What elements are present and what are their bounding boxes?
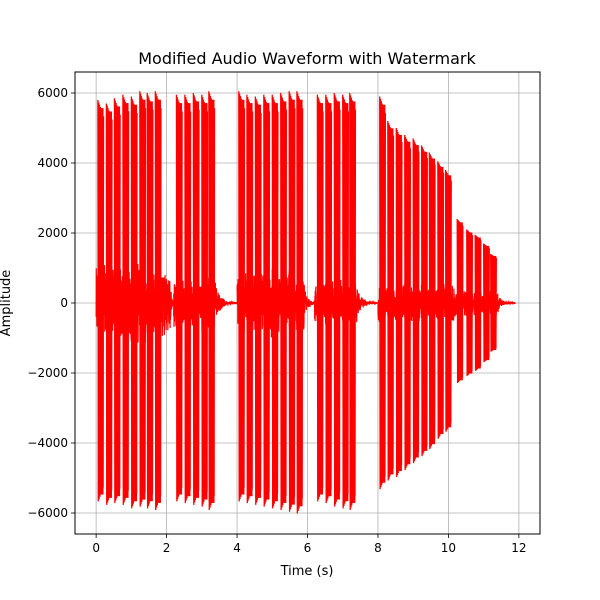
waveform-pulse-body (131, 104, 137, 502)
x-tick-label: 2 (163, 541, 171, 555)
waveform-pulse-body (379, 104, 386, 483)
y-tick-label: 4000 (37, 156, 68, 170)
x-tick-label: 6 (304, 541, 312, 555)
waveform-pulse-body (246, 103, 253, 497)
waveform-pulse-body (413, 145, 419, 458)
waveform-pulse-body (475, 237, 481, 369)
waveform-pulse-body (387, 128, 394, 475)
chart-title: Modified Audio Waveform with Watermark (138, 49, 476, 68)
y-tick-label: −6000 (27, 506, 68, 520)
waveform-pulse-body (342, 103, 349, 502)
y-axis-ticks: −6000 −4000 −2000 0 2000 4000 6000 (27, 86, 75, 520)
waveform-pulse-body (445, 175, 452, 428)
waveform-pulse-body (176, 103, 183, 495)
waveform-pulse-body (201, 103, 208, 500)
waveform-pulse-body (114, 106, 121, 497)
waveform-pulse-body (280, 101, 287, 503)
waveform-pulse-body (147, 101, 153, 502)
waveform-pulse-body (289, 99, 295, 505)
y-tick-label: −2000 (27, 366, 68, 380)
x-axis-ticks: 0 2 4 6 8 10 12 (92, 534, 527, 555)
x-tick-label: 10 (441, 541, 456, 555)
waveform-pulse-body (263, 103, 270, 500)
x-axis-label: Time (s) (280, 564, 334, 579)
x-tick-label: 8 (374, 541, 382, 555)
waveform-pulse-body (122, 103, 129, 498)
waveform-series (95, 91, 516, 514)
waveform-pulse-body (296, 99, 303, 507)
y-tick-label: 2000 (37, 226, 68, 240)
waveform-pulse-body (139, 99, 146, 500)
y-tick-label: 6000 (37, 86, 68, 100)
waveform-pulse-body (325, 103, 332, 497)
waveform-pulse-body (349, 101, 356, 503)
waveform-pulse-body (193, 101, 199, 498)
x-tick-label: 12 (511, 541, 526, 555)
y-tick-label: −4000 (27, 436, 68, 450)
waveform-pulse-body (155, 99, 161, 503)
waveform-pulse-body (404, 141, 411, 465)
waveform-pulse-body (272, 103, 278, 502)
waveform-pulse-body (97, 108, 104, 495)
waveform-pulse-body (421, 151, 428, 451)
waveform-pulse-body (396, 135, 402, 471)
waveform-pulse-body (429, 158, 436, 445)
y-tick-label: 0 (60, 296, 68, 310)
waveform-pulse-body (255, 104, 261, 498)
waveform-pulse-body (208, 99, 215, 503)
waveform-pulse-body (184, 103, 191, 497)
y-axis-label: Amplitude (0, 270, 14, 337)
waveform-pulse-body (466, 232, 473, 374)
waveform-pulse-body (238, 99, 245, 495)
waveform-pulse-body (334, 101, 340, 500)
x-tick-label: 4 (233, 541, 241, 555)
waveform-pulse-body (457, 222, 463, 381)
waveform-pulse-body (490, 255, 497, 351)
x-tick-label: 0 (92, 541, 100, 555)
waveform-pulse-body (106, 111, 112, 498)
waveform-pulse-body (437, 166, 444, 435)
waveform-pulse-body (317, 103, 323, 495)
waveform-pulse-body (483, 245, 490, 361)
